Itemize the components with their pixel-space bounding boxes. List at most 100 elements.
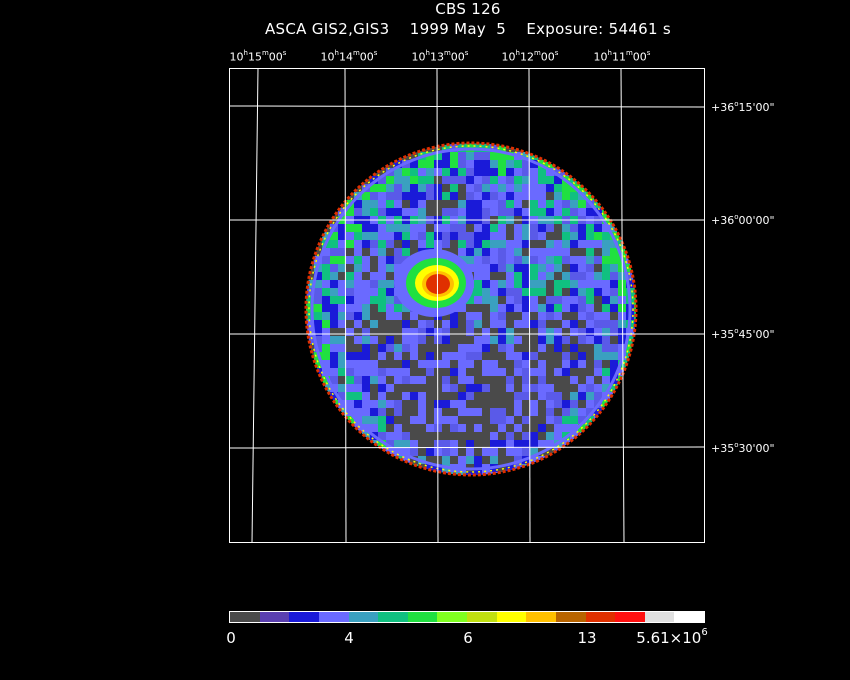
noise-pixel [490, 192, 498, 200]
colorbar-cell [259, 612, 290, 622]
noise-pixel [378, 192, 386, 200]
noise-pixel [370, 320, 378, 328]
noise-pixel [554, 368, 562, 376]
noise-pixel [394, 168, 402, 176]
noise-pixel [554, 400, 562, 408]
noise-pixel [346, 232, 354, 240]
noise-pixel [338, 264, 346, 272]
noise-pixel [570, 392, 578, 400]
noise-pixel [418, 400, 426, 408]
noise-pixel [330, 248, 338, 256]
noise-pixel [370, 408, 378, 416]
noise-pixel [514, 352, 522, 360]
noise-pixel [514, 424, 522, 432]
noise-pixel [514, 192, 522, 200]
noise-pixel [570, 200, 578, 208]
noise-pixel [474, 288, 482, 296]
noise-pixel [466, 352, 474, 360]
noise-pixel [394, 200, 402, 208]
noise-pixel [458, 304, 466, 312]
noise-pixel [346, 296, 354, 304]
noise-pixel [546, 328, 554, 336]
noise-pixel [538, 224, 546, 232]
noise-pixel [362, 360, 370, 368]
noise-pixel [522, 264, 530, 272]
noise-pixel [458, 160, 466, 168]
noise-pixel [354, 408, 362, 416]
noise-pixel [586, 320, 594, 328]
noise-pixel [418, 240, 426, 248]
noise-pixel [466, 440, 474, 448]
noise-pixel [442, 320, 450, 328]
noise-pixel [506, 256, 514, 264]
noise-pixel [578, 232, 586, 240]
noise-pixel [346, 328, 354, 336]
noise-pixel [506, 288, 514, 296]
noise-pixel [554, 168, 562, 176]
noise-pixel [602, 296, 610, 304]
noise-pixel [386, 184, 394, 192]
noise-pixel [514, 168, 522, 176]
noise-pixel [378, 240, 386, 248]
noise-pixel [570, 424, 578, 432]
noise-pixel [466, 344, 474, 352]
noise-pixel [482, 288, 490, 296]
noise-pixel [442, 400, 450, 408]
noise-pixel [378, 352, 386, 360]
noise-pixel [442, 240, 450, 248]
noise-pixel [578, 256, 586, 264]
noise-pixel [354, 352, 362, 360]
noise-pixel [346, 360, 354, 368]
noise-pixel [546, 408, 554, 416]
noise-pixel [362, 232, 370, 240]
noise-pixel [386, 400, 394, 408]
noise-pixel [466, 208, 474, 216]
noise-pixel [322, 344, 330, 352]
noise-pixel [458, 408, 466, 416]
noise-pixel [402, 240, 410, 248]
noise-pixel [394, 312, 402, 320]
noise-pixel [466, 248, 474, 256]
noise-pixel [394, 208, 402, 216]
noise-pixel [466, 184, 474, 192]
noise-pixel [570, 288, 578, 296]
ra-tick-label: 10h15m00s [229, 49, 287, 64]
noise-pixel [370, 200, 378, 208]
noise-pixel [322, 304, 330, 312]
noise-pixel [514, 368, 522, 376]
noise-pixel [530, 272, 538, 280]
noise-pixel [418, 336, 426, 344]
noise-pixel [594, 280, 602, 288]
noise-pixel [354, 320, 362, 328]
noise-pixel [330, 272, 338, 280]
noise-pixel [378, 224, 386, 232]
noise-pixel [522, 352, 530, 360]
noise-pixel [578, 280, 586, 288]
noise-pixel [490, 240, 498, 248]
noise-pixel [610, 320, 618, 328]
noise-pixel [586, 280, 594, 288]
noise-pixel [570, 272, 578, 280]
noise-pixel [418, 160, 426, 168]
noise-pixel [354, 384, 362, 392]
dec-tick-label: +36o15'00" [711, 100, 775, 114]
noise-pixel [330, 344, 338, 352]
noise-pixel [522, 184, 530, 192]
noise-pixel [354, 304, 362, 312]
noise-pixel [570, 192, 578, 200]
noise-pixel [354, 208, 362, 216]
noise-pixel [506, 352, 514, 360]
noise-pixel [482, 280, 490, 288]
noise-pixel [538, 392, 546, 400]
noise-pixel [322, 288, 330, 296]
noise-pixel [490, 320, 498, 328]
colorbar-cell [348, 612, 379, 622]
noise-pixel [338, 280, 346, 288]
noise-pixel [562, 256, 570, 264]
noise-pixel [402, 176, 410, 184]
colorbar-cell [526, 612, 556, 622]
colorbar-cell [467, 612, 497, 622]
noise-pixel [474, 160, 482, 168]
noise-pixel [530, 184, 538, 192]
noise-pixel [482, 200, 490, 208]
